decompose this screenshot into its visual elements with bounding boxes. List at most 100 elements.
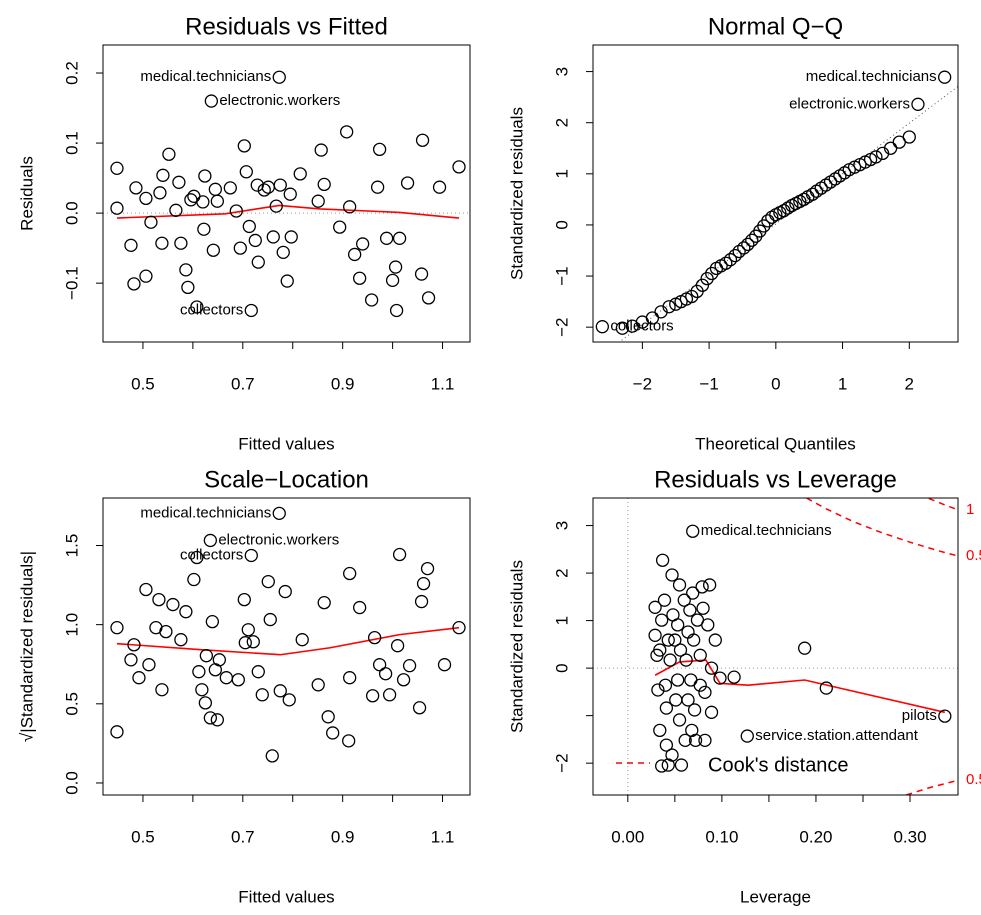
- point: [705, 266, 719, 281]
- point: [169, 203, 183, 217]
- point: [684, 673, 698, 687]
- point: [266, 230, 280, 244]
- point: [669, 693, 683, 707]
- point: [203, 711, 218, 725]
- point: [242, 219, 256, 234]
- point: [695, 278, 710, 292]
- x-axis-title: Fitted values: [238, 887, 334, 906]
- point: [687, 703, 702, 717]
- x-tick-label: 0.9: [331, 374, 355, 393]
- point: [282, 693, 296, 707]
- point: [713, 671, 727, 685]
- y-tick-label: 2: [552, 118, 571, 127]
- plot-area: [618, 85, 958, 342]
- point: [142, 658, 156, 672]
- point: [728, 248, 742, 263]
- point: [343, 200, 357, 214]
- point: [348, 247, 362, 262]
- point-label: medical.technicians: [140, 68, 271, 85]
- point: [127, 638, 141, 652]
- point: [388, 260, 403, 274]
- point: [437, 658, 452, 672]
- point: [172, 175, 186, 189]
- panel-title: Scale−Location: [204, 466, 369, 493]
- point: [385, 273, 400, 288]
- point: [257, 183, 271, 197]
- point: [293, 167, 307, 181]
- point: [701, 618, 715, 632]
- point: [139, 191, 153, 206]
- x-tick-label: 0.7: [231, 374, 255, 393]
- point: [372, 658, 387, 672]
- point: [678, 733, 692, 748]
- point: [677, 593, 691, 607]
- point-label: collectors: [610, 318, 673, 335]
- point: [265, 749, 279, 763]
- plot-area: [116, 626, 460, 656]
- point: [700, 271, 714, 286]
- point: [284, 230, 298, 244]
- point: [781, 201, 795, 215]
- point: [412, 701, 427, 715]
- point: [708, 633, 722, 647]
- point: [196, 195, 210, 209]
- point: [686, 586, 700, 600]
- point: [295, 633, 309, 647]
- point: [727, 670, 741, 684]
- point: [400, 176, 415, 190]
- x-axis-title: Fitted values: [238, 434, 334, 453]
- point: [686, 524, 700, 538]
- point: [246, 635, 260, 649]
- point: [321, 710, 335, 724]
- point: [238, 636, 252, 650]
- point: [272, 506, 286, 521]
- point: [414, 594, 429, 609]
- point: [127, 277, 141, 291]
- x-tick-label: 0.7: [231, 827, 255, 846]
- point: [353, 271, 367, 285]
- y-tick-label: −1: [552, 266, 571, 285]
- point: [239, 165, 253, 179]
- point: [190, 300, 204, 314]
- point: [414, 267, 429, 281]
- point: [370, 180, 385, 194]
- point: [179, 605, 193, 619]
- cooks-contour: [806, 498, 958, 557]
- cooks-contour: [928, 498, 958, 511]
- point: [696, 601, 710, 615]
- point: [704, 705, 719, 719]
- y-tick-label: 0.0: [62, 201, 81, 225]
- point: [911, 97, 925, 111]
- panel-title: Residuals vs Fitted: [185, 13, 388, 40]
- x-tick-label: −2: [633, 374, 652, 393]
- point: [276, 245, 290, 259]
- y-tick-label: 1.5: [62, 534, 81, 558]
- point: [732, 244, 746, 259]
- y-tick-label: 0.5: [62, 692, 81, 716]
- point: [205, 614, 220, 629]
- point: [737, 241, 751, 255]
- point: [741, 237, 755, 252]
- point: [342, 734, 356, 748]
- y-tick-label: 3: [552, 521, 571, 530]
- point: [665, 568, 679, 582]
- point: [206, 243, 220, 257]
- point: [651, 683, 665, 697]
- point: [673, 643, 688, 657]
- point: [390, 639, 405, 653]
- point: [187, 189, 201, 203]
- point: [110, 621, 124, 635]
- point: [661, 633, 675, 647]
- point: [452, 621, 466, 635]
- point: [671, 618, 685, 632]
- point: [263, 612, 277, 627]
- point: [278, 584, 292, 599]
- point: [415, 133, 430, 147]
- point: [187, 572, 201, 587]
- contour-label: 1: [966, 501, 974, 518]
- point: [452, 160, 466, 174]
- point: [709, 261, 724, 276]
- point: [272, 70, 286, 84]
